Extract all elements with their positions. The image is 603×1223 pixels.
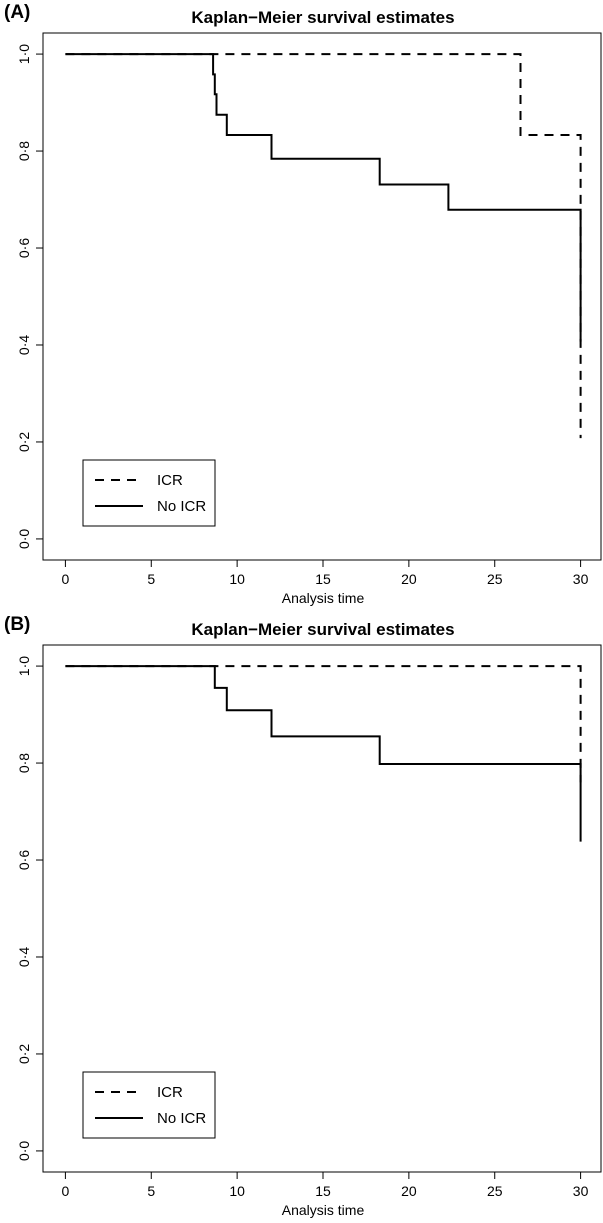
y-tick-label: 1·0 xyxy=(16,44,32,64)
y-tick-label: 0·0 xyxy=(16,1141,32,1161)
x-axis-label: Analysis time xyxy=(282,590,365,606)
x-tick-label: 20 xyxy=(401,571,417,587)
x-tick-label: 20 xyxy=(401,1183,417,1199)
x-axis-label: Analysis time xyxy=(282,1202,365,1218)
y-tick-label: 0·4 xyxy=(16,335,32,355)
chart-title: Kaplan−Meier survival estimates xyxy=(191,620,455,639)
chart-title: Kaplan−Meier survival estimates xyxy=(191,8,455,27)
series-line-no-icr xyxy=(65,665,582,842)
x-tick-label: 10 xyxy=(229,571,245,587)
y-tick-label: 0·8 xyxy=(16,753,32,773)
x-tick-label: 30 xyxy=(573,571,589,587)
y-tick-label: 0·0 xyxy=(16,529,32,549)
x-tick-label: 30 xyxy=(573,1183,589,1199)
x-tick-label: 10 xyxy=(229,1183,245,1199)
panel-label: (B) xyxy=(4,614,31,635)
series-line-icr xyxy=(65,665,582,783)
legend-label: No ICR xyxy=(157,1110,206,1127)
y-tick-label: 0·2 xyxy=(16,432,32,452)
plot-frame xyxy=(42,644,602,1173)
x-tick-label: 15 xyxy=(315,1183,331,1199)
legend-label: ICR xyxy=(157,472,183,489)
x-tick-label: 25 xyxy=(487,571,503,587)
y-tick-label: 0·6 xyxy=(16,238,32,258)
y-tick-label: 1·0 xyxy=(16,656,32,676)
panel-label: (A) xyxy=(4,2,31,23)
legend-box xyxy=(82,1071,216,1139)
series-line-no-icr xyxy=(65,53,582,342)
plot-frame xyxy=(42,32,602,561)
legend-label: ICR xyxy=(157,1084,183,1101)
legend-box xyxy=(82,459,216,527)
y-tick-label: 0·8 xyxy=(16,141,32,161)
x-tick-label: 25 xyxy=(487,1183,503,1199)
x-tick-label: 0 xyxy=(62,1183,70,1199)
legend-label: No ICR xyxy=(157,498,206,515)
x-tick-label: 5 xyxy=(147,571,155,587)
km-plot: 0 5 10 15 20 25 30 0·0 0·2 0·4 0·6 0·8 1·0 Analysis t… xyxy=(16,32,602,606)
panel-b: (B) Kaplan−Meier survival estimates 0 5 10… xyxy=(0,612,603,1218)
series-line-icr xyxy=(65,53,582,439)
y-tick-label: 0·6 xyxy=(16,850,32,870)
panel-a: (A) Kaplan−Meier survival estimates 0 5 10… xyxy=(0,0,603,606)
km-plot: 0 5 10 15 20 25 30 0·0 0·2 0·4 0·6 0·8 1·0 Analysis t… xyxy=(16,644,602,1218)
y-tick-label: 0·2 xyxy=(16,1044,32,1064)
x-tick-label: 15 xyxy=(315,571,331,587)
x-tick-label: 0 xyxy=(62,571,70,587)
x-tick-label: 5 xyxy=(147,1183,155,1199)
y-tick-label: 0·4 xyxy=(16,947,32,967)
